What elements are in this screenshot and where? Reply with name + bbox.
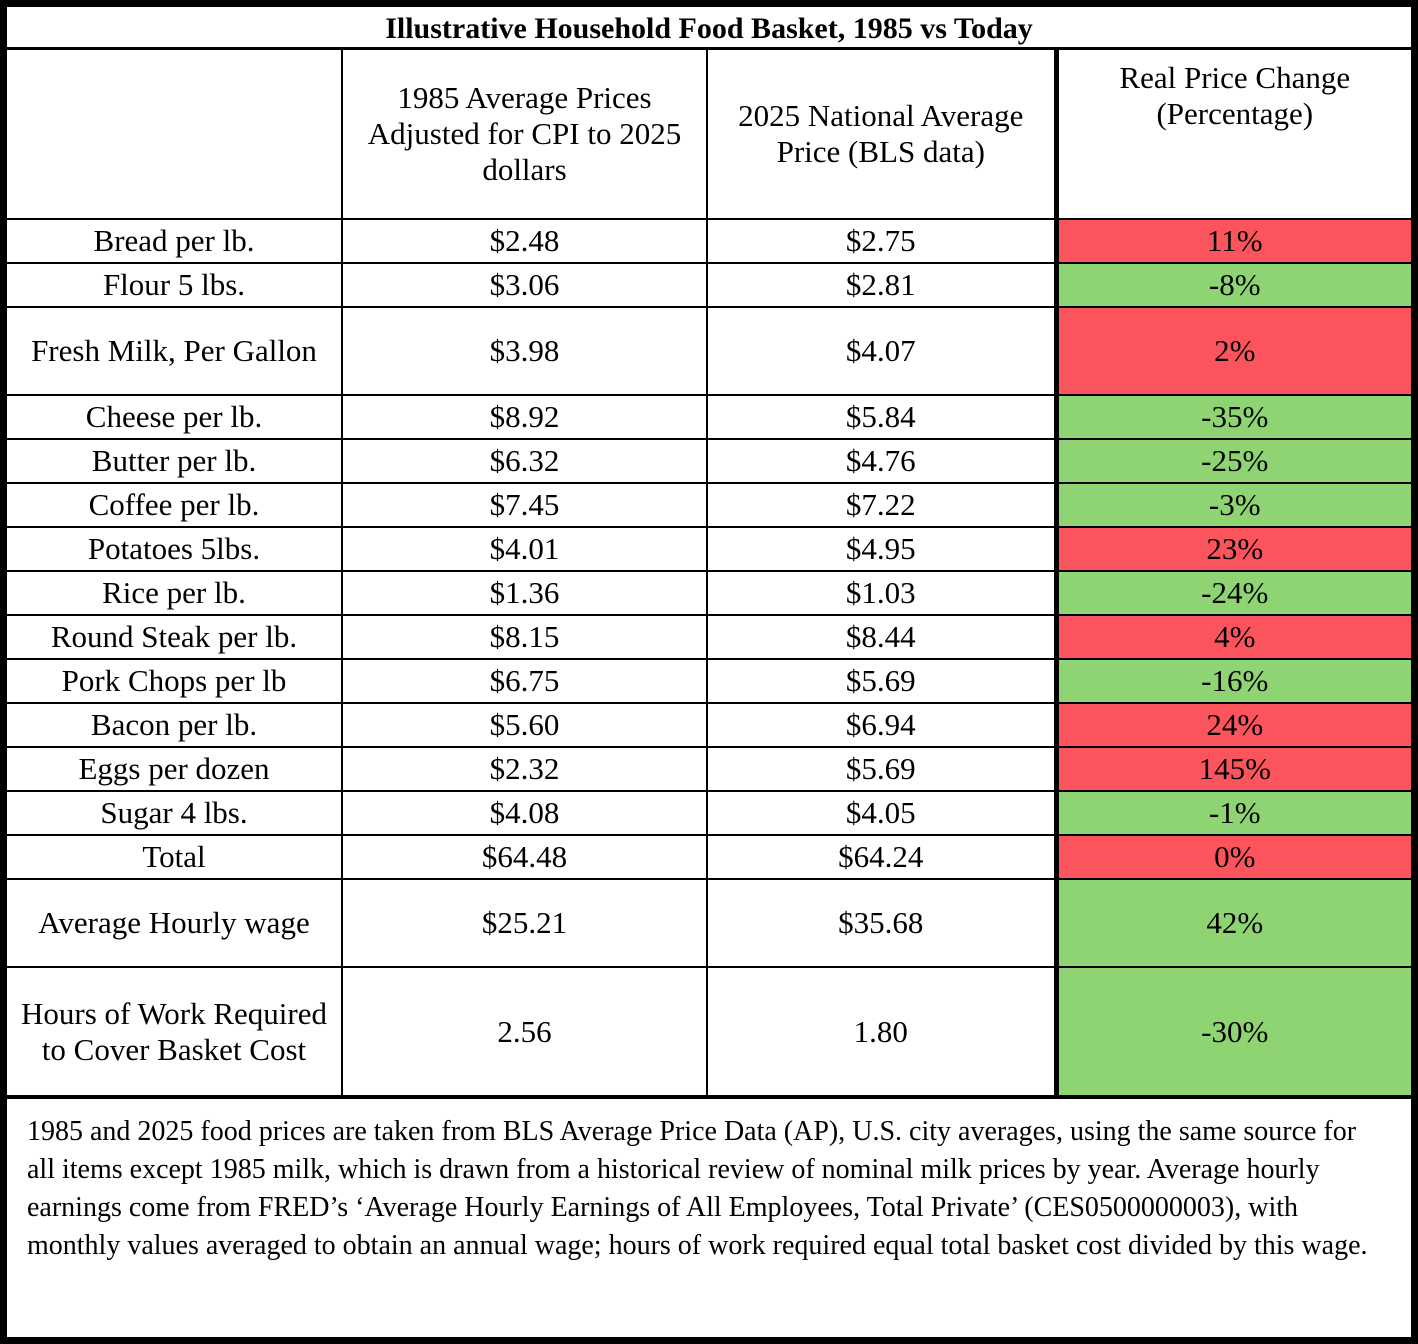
price-1985-cell: $1.36 <box>341 570 708 616</box>
price-1985-cell: $7.45 <box>341 482 708 528</box>
change-cell: 4% <box>1053 614 1411 660</box>
item-cell: Pork Chops per lb <box>7 658 343 704</box>
price-1985-cell: $3.06 <box>341 262 708 308</box>
change-cell: -8% <box>1053 262 1411 308</box>
item-cell: Round Steak per lb. <box>7 614 343 660</box>
item-cell: Fresh Milk, Per Gallon <box>7 306 343 396</box>
table-row: Butter per lb. $6.32 $4.76 -25% <box>7 438 1411 484</box>
change-cell: 42% <box>1053 878 1411 968</box>
price-2025-cell: $4.05 <box>706 790 1057 836</box>
price-1985-cell: $6.75 <box>341 658 708 704</box>
table-row: Coffee per lb. $7.45 $7.22 -3% <box>7 482 1411 528</box>
change-cell: -35% <box>1053 394 1411 440</box>
price-1985-cell: $8.92 <box>341 394 708 440</box>
table-row: Flour 5 lbs. $3.06 $2.81 -8% <box>7 262 1411 308</box>
item-cell: Cheese per lb. <box>7 394 343 440</box>
change-cell: -1% <box>1053 790 1411 836</box>
item-cell: Average Hourly wage <box>7 878 343 968</box>
change-cell: 0% <box>1053 834 1411 880</box>
price-2025-cell: $8.44 <box>706 614 1057 660</box>
price-2025-cell: $2.81 <box>706 262 1057 308</box>
column-header-1985-prices: 1985 Average Prices Adjusted for CPI to … <box>341 50 708 220</box>
item-cell: Hours of Work Required to Cover Basket C… <box>7 966 343 1099</box>
item-cell: Sugar 4 lbs. <box>7 790 343 836</box>
price-1985-cell: $4.01 <box>341 526 708 572</box>
table-row: Fresh Milk, Per Gallon $3.98 $4.07 2% <box>7 306 1411 396</box>
price-2025-cell: $35.68 <box>706 878 1057 968</box>
price-1985-cell: $2.48 <box>341 218 708 264</box>
table-row: Eggs per dozen $2.32 $5.69 145% <box>7 746 1411 792</box>
item-cell: Eggs per dozen <box>7 746 343 792</box>
table-row: Pork Chops per lb $6.75 $5.69 -16% <box>7 658 1411 704</box>
header-row: 1985 Average Prices Adjusted for CPI to … <box>7 50 1411 220</box>
table-row: Hours of Work Required to Cover Basket C… <box>7 966 1411 1099</box>
price-2025-cell: 1.80 <box>706 966 1057 1099</box>
change-cell: 23% <box>1053 526 1411 572</box>
price-2025-cell: $5.69 <box>706 746 1057 792</box>
price-2025-cell: $2.75 <box>706 218 1057 264</box>
table-row: Average Hourly wage $25.21 $35.68 42% <box>7 878 1411 968</box>
change-cell: 11% <box>1053 218 1411 264</box>
table-row: Rice per lb. $1.36 $1.03 -24% <box>7 570 1411 616</box>
item-cell: Bacon per lb. <box>7 702 343 748</box>
change-cell: -24% <box>1053 570 1411 616</box>
price-1985-cell: $5.60 <box>341 702 708 748</box>
table-row: Bacon per lb. $5.60 $6.94 24% <box>7 702 1411 748</box>
table-row: Cheese per lb. $8.92 $5.84 -35% <box>7 394 1411 440</box>
price-1985-cell: $6.32 <box>341 438 708 484</box>
price-1985-cell: $8.15 <box>341 614 708 660</box>
item-cell: Bread per lb. <box>7 218 343 264</box>
price-1985-cell: $3.98 <box>341 306 708 396</box>
table-row: Potatoes 5lbs. $4.01 $4.95 23% <box>7 526 1411 572</box>
food-basket-table: 1985 Average Prices Adjusted for CPI to … <box>7 50 1411 1099</box>
table-row: Sugar 4 lbs. $4.08 $4.05 -1% <box>7 790 1411 836</box>
table-title: Illustrative Household Food Basket, 1985… <box>7 7 1411 50</box>
price-2025-cell: $64.24 <box>706 834 1057 880</box>
change-cell: 2% <box>1053 306 1411 396</box>
item-cell: Potatoes 5lbs. <box>7 526 343 572</box>
item-cell: Flour 5 lbs. <box>7 262 343 308</box>
price-2025-cell: $7.22 <box>706 482 1057 528</box>
item-cell: Rice per lb. <box>7 570 343 616</box>
price-1985-cell: $25.21 <box>341 878 708 968</box>
price-2025-cell: $5.69 <box>706 658 1057 704</box>
item-cell: Coffee per lb. <box>7 482 343 528</box>
price-2025-cell: $4.76 <box>706 438 1057 484</box>
price-2025-cell: $5.84 <box>706 394 1057 440</box>
table-row: Bread per lb. $2.48 $2.75 11% <box>7 218 1411 264</box>
price-2025-cell: $1.03 <box>706 570 1057 616</box>
change-cell: -30% <box>1053 966 1411 1099</box>
table-body: Bread per lb. $2.48 $2.75 11% Flour 5 lbs. $3… <box>7 218 1411 1099</box>
footnote-text: 1985 and 2025 food prices are taken from… <box>27 1116 1368 1261</box>
change-cell: 24% <box>1053 702 1411 748</box>
price-2025-cell: $6.94 <box>706 702 1057 748</box>
price-1985-cell: $64.48 <box>341 834 708 880</box>
table-row: Total $64.48 $64.24 0% <box>7 834 1411 880</box>
price-2025-cell: $4.07 <box>706 306 1057 396</box>
change-cell: -25% <box>1053 438 1411 484</box>
item-cell: Butter per lb. <box>7 438 343 484</box>
table-row: Round Steak per lb. $8.15 $8.44 4% <box>7 614 1411 660</box>
change-cell: 145% <box>1053 746 1411 792</box>
column-header-blank <box>7 50 343 220</box>
price-2025-cell: $4.95 <box>706 526 1057 572</box>
price-1985-cell: $4.08 <box>341 790 708 836</box>
change-cell: -16% <box>1053 658 1411 704</box>
price-1985-cell: 2.56 <box>341 966 708 1099</box>
change-cell: -3% <box>1053 482 1411 528</box>
column-header-2025-prices: 2025 National Average Price (BLS data) <box>706 50 1057 220</box>
column-header-real-price-change: Real Price Change (Percentage) <box>1053 50 1411 220</box>
item-cell: Total <box>7 834 343 880</box>
price-1985-cell: $2.32 <box>341 746 708 792</box>
